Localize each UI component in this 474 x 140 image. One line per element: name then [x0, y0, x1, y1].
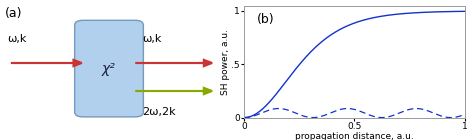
Text: ω,k: ω,k	[142, 34, 162, 44]
Text: ω,k: ω,k	[7, 34, 27, 44]
Text: 2ω,2k: 2ω,2k	[142, 107, 176, 117]
FancyArrow shape	[137, 60, 212, 66]
X-axis label: propagation distance, a.u.: propagation distance, a.u.	[295, 132, 414, 140]
Y-axis label: SH power, a.u.: SH power, a.u.	[221, 29, 230, 95]
FancyBboxPatch shape	[75, 20, 144, 117]
FancyArrow shape	[137, 88, 212, 94]
Text: χ²: χ²	[102, 62, 116, 76]
Text: (b): (b)	[257, 13, 275, 26]
FancyArrow shape	[12, 60, 82, 66]
Text: (a): (a)	[5, 7, 22, 20]
